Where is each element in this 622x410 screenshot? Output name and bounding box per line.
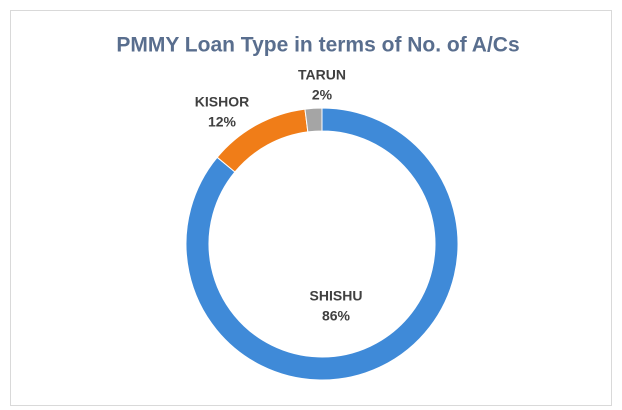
slice-category-label: KISHOR <box>195 94 249 110</box>
slice-value-label: 2% <box>312 87 333 103</box>
slice-value-label: 12% <box>208 114 237 130</box>
donut-slice <box>304 107 323 133</box>
slice-category-label: SHISHU <box>310 288 363 304</box>
chart-border <box>10 10 612 406</box>
donut-slice <box>185 107 459 381</box>
chart-title: PMMY Loan Type in terms of No. of A/Cs <box>116 34 519 57</box>
slice-value-label: 86% <box>322 308 351 324</box>
slice-category-label: TARUN <box>298 67 346 83</box>
